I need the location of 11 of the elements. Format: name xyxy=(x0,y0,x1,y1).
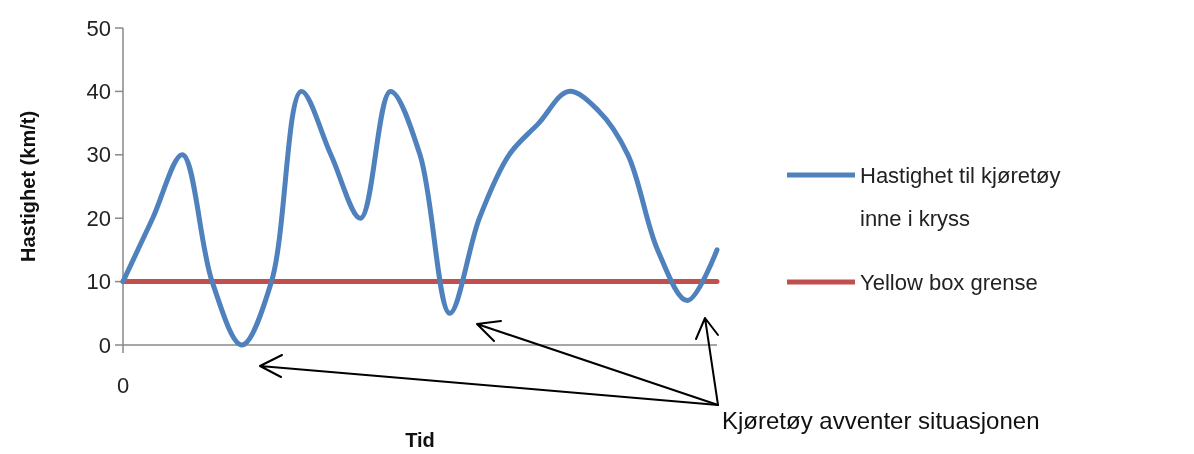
y-tick-label: 0 xyxy=(98,332,111,358)
y-tick-label: 50 xyxy=(86,15,111,41)
y-tick-label: 20 xyxy=(86,205,111,231)
y-tick-label: 40 xyxy=(86,78,111,104)
legend-label: Hastighet til kjøretøy inne i kryss xyxy=(860,162,1061,231)
x-axis-title: Tid xyxy=(405,429,435,451)
y-axis-title: Hastighet (km/t) xyxy=(17,110,39,263)
text: Kjøretøy avventer situasjonen xyxy=(722,406,1040,434)
y-tick-label: 10 xyxy=(86,269,111,295)
legend-label: Yellow box grense xyxy=(860,269,1038,295)
y-tick-label: 30 xyxy=(86,142,111,168)
